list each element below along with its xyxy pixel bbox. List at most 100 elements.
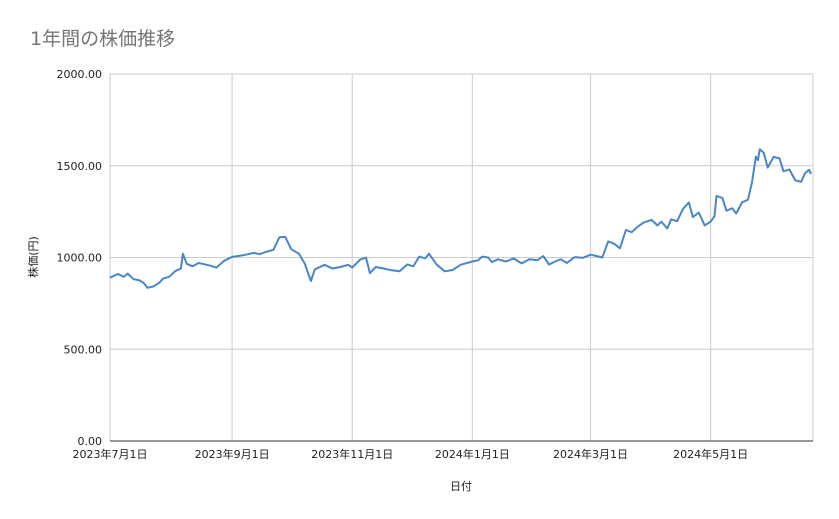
data-point	[117, 273, 119, 275]
data-point	[582, 257, 584, 259]
data-point	[643, 222, 645, 224]
x-tick-label: 2024年3月1日	[553, 447, 628, 461]
data-point	[139, 279, 141, 281]
data-point	[290, 248, 292, 250]
data-point	[505, 261, 507, 263]
data-point	[755, 156, 757, 158]
data-point	[808, 169, 810, 171]
x-axis-title: 日付	[450, 480, 472, 493]
data-point	[670, 218, 672, 220]
y-tick-label: 500.00	[64, 343, 103, 356]
data-point	[123, 276, 125, 278]
data-point	[637, 226, 639, 228]
data-point	[192, 265, 194, 267]
data-point	[757, 159, 759, 161]
data-point	[651, 219, 653, 221]
data-point	[406, 264, 408, 266]
data-point	[800, 181, 802, 183]
data-point	[666, 228, 668, 230]
data-point	[351, 267, 353, 269]
data-point	[692, 216, 694, 218]
y-axis-title: 株価(円)	[26, 236, 40, 278]
data-point	[127, 273, 129, 275]
data-point	[613, 243, 615, 245]
data-point	[146, 287, 148, 289]
data-point	[574, 256, 576, 258]
data-point	[284, 236, 286, 238]
data-point	[698, 212, 700, 214]
data-point	[272, 249, 274, 251]
data-point	[369, 272, 371, 274]
data-point	[794, 179, 796, 181]
data-point	[304, 263, 306, 265]
x-tick-label: 2024年1月1日	[435, 447, 510, 461]
data-point	[528, 258, 530, 260]
data-point	[751, 181, 753, 183]
data-point	[152, 286, 154, 288]
data-point	[676, 220, 678, 222]
data-point	[497, 258, 499, 260]
data-point	[215, 267, 217, 269]
data-point	[601, 257, 603, 259]
data-point	[391, 269, 393, 271]
data-point	[747, 199, 749, 201]
data-point	[259, 253, 261, 255]
data-point	[548, 264, 550, 266]
data-point	[783, 170, 785, 172]
data-point	[804, 172, 806, 174]
data-point	[619, 247, 621, 249]
data-point	[109, 277, 111, 279]
data-point	[759, 148, 761, 150]
data-point	[231, 256, 233, 258]
data-point	[133, 278, 135, 280]
x-tick-label: 2023年9月1日	[195, 447, 270, 461]
data-point	[513, 257, 515, 259]
data-point	[595, 255, 597, 257]
data-point	[704, 224, 706, 226]
data-point	[767, 167, 769, 169]
data-point	[656, 224, 658, 226]
data-point	[607, 240, 609, 242]
series-line-stock-price	[109, 148, 812, 289]
data-point	[735, 213, 737, 215]
data-point	[763, 152, 765, 154]
data-point	[310, 280, 312, 282]
data-point	[521, 262, 523, 264]
data-point	[208, 264, 210, 266]
x-tick-label: 2023年11月1日	[311, 447, 393, 461]
data-point	[239, 255, 241, 257]
data-point	[481, 256, 483, 258]
data-point	[265, 251, 267, 253]
data-point	[245, 254, 247, 256]
data-point	[174, 270, 176, 272]
data-point	[590, 254, 592, 256]
data-point	[560, 258, 562, 260]
data-point	[339, 266, 341, 268]
y-tick-label: 2000.00	[57, 68, 103, 81]
data-point	[424, 257, 426, 259]
data-point	[660, 221, 662, 223]
data-point	[143, 282, 145, 284]
data-point	[716, 195, 718, 197]
data-point	[682, 208, 684, 210]
data-point	[471, 261, 473, 263]
data-point	[536, 259, 538, 261]
data-point	[412, 265, 414, 267]
data-point	[779, 157, 781, 159]
data-point	[436, 264, 438, 266]
x-tick-label: 2023年7月1日	[73, 447, 148, 461]
data-point	[324, 264, 326, 266]
data-point	[773, 156, 775, 158]
data-point	[347, 264, 349, 266]
y-axis: 0.00 500.00 1000.00 1500.00 2000.00	[57, 68, 103, 448]
data-point	[554, 261, 556, 263]
data-point	[491, 261, 493, 263]
data-point	[375, 266, 377, 268]
data-point	[741, 201, 743, 203]
data-point	[314, 268, 316, 270]
data-point	[721, 197, 723, 199]
data-point	[162, 278, 164, 280]
data-point	[810, 173, 812, 175]
data-point	[399, 270, 401, 272]
